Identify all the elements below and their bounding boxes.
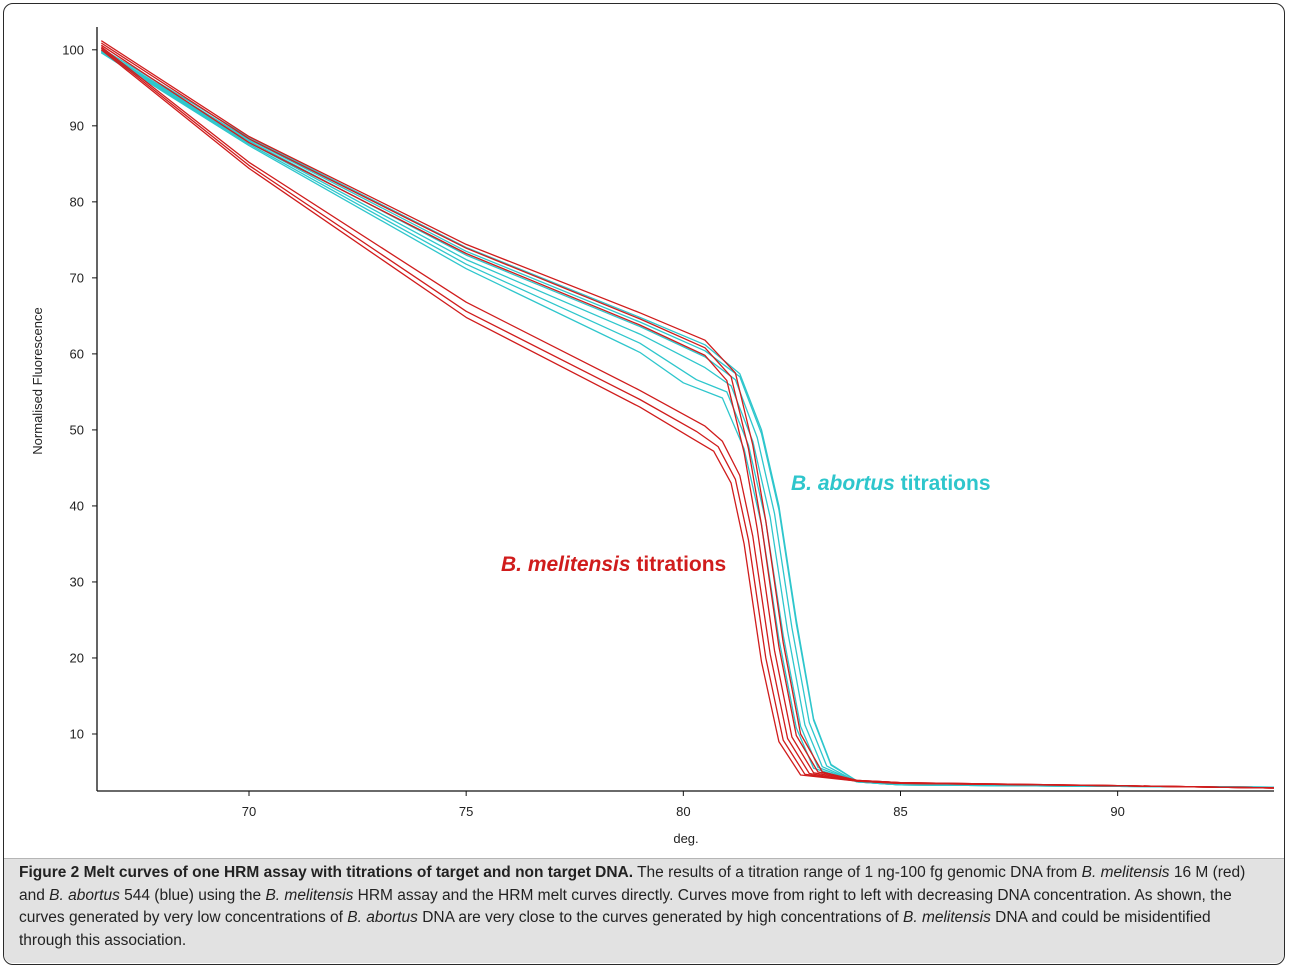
- caption-segment-6: HRM assay and the HRM melt curves direct…: [19, 886, 1232, 927]
- y-tick-label-20: 20: [70, 650, 84, 665]
- x-axis-label: deg.: [673, 831, 698, 846]
- x-tick-label-75: 75: [459, 804, 473, 819]
- y-tick-label-50: 50: [70, 422, 84, 437]
- caption-segment-0: The results of a titration range of 1 ng…: [633, 864, 1082, 881]
- series-line-abortus-4: [100, 51, 1275, 788]
- y-tick-label-10: 10: [70, 726, 84, 741]
- caption-segment-4: 544 (blue) using the: [119, 886, 266, 904]
- caption-segment-10: DNA and could be misidentified through t…: [19, 909, 1211, 949]
- annotation-melitensis-rest: titrations: [631, 553, 727, 576]
- caption-background: [4, 858, 1284, 963]
- annotation-melitensis-italic: B. melitensis: [501, 553, 631, 576]
- caption-body: The results of a titration range of 1 ng…: [19, 864, 1245, 949]
- annotation-melitensis: B. melitensis titrations: [501, 553, 726, 576]
- x-ticks: 70 75 80 85 90: [242, 791, 1125, 819]
- y-tick-label-80: 80: [70, 194, 84, 209]
- caption-title: Figure 2 Melt curves of one HRM assay wi…: [19, 864, 634, 881]
- caption-segment-2: 16 M (red) and: [19, 864, 1246, 904]
- annotation-abortus-italic: B. abortus: [791, 472, 895, 495]
- y-tick-label-60: 60: [70, 346, 84, 361]
- caption-segment-9: B. melitensis: [903, 909, 991, 926]
- x-tick-label-80: 80: [676, 804, 690, 819]
- annotation-abortus: B. abortus titrations: [791, 472, 991, 495]
- x-tick-label-85: 85: [893, 804, 907, 819]
- caption-segment-8: DNA are very close to the curves generat…: [417, 909, 903, 926]
- annotation-abortus-rest: titrations: [895, 472, 991, 495]
- y-tick-label-100: 100: [62, 42, 84, 57]
- series-line-abortus-5: [100, 52, 1275, 788]
- series-line-melitensis-7: [100, 42, 1275, 789]
- caption-segment-5: B. melitensis: [265, 886, 354, 904]
- series-line-melitensis-8: [100, 44, 1275, 789]
- figure-frame: [3, 3, 1285, 965]
- y-tick-label-40: 40: [70, 498, 84, 513]
- caption-segment-3: B. abortus: [49, 886, 120, 904]
- y-axis-label: Normalised Fluorescence: [30, 307, 45, 454]
- figure-caption: Figure 2 Melt curves of one HRM assay wi…: [19, 862, 1267, 952]
- y-ticks: 10 20 30 40 50 60 70 80 90 100: [62, 42, 97, 741]
- x-tick-label-90: 90: [1110, 804, 1124, 819]
- melt-curve-chart: 70 75 80 85 90 10 20 30 40 50 60 70 80 90 100 deg. No…: [30, 27, 1275, 846]
- caption-segment-7: B. abortus: [347, 909, 418, 926]
- y-tick-label-70: 70: [70, 270, 84, 285]
- x-tick-label-70: 70: [242, 804, 256, 819]
- curves-group: [100, 40, 1275, 789]
- axes-group: [96, 27, 1274, 792]
- caption-segment-1: B. melitensis: [1081, 864, 1170, 881]
- series-line-melitensis-11: [100, 49, 1275, 789]
- y-tick-label-90: 90: [70, 118, 84, 133]
- y-tick-label-30: 30: [70, 574, 84, 589]
